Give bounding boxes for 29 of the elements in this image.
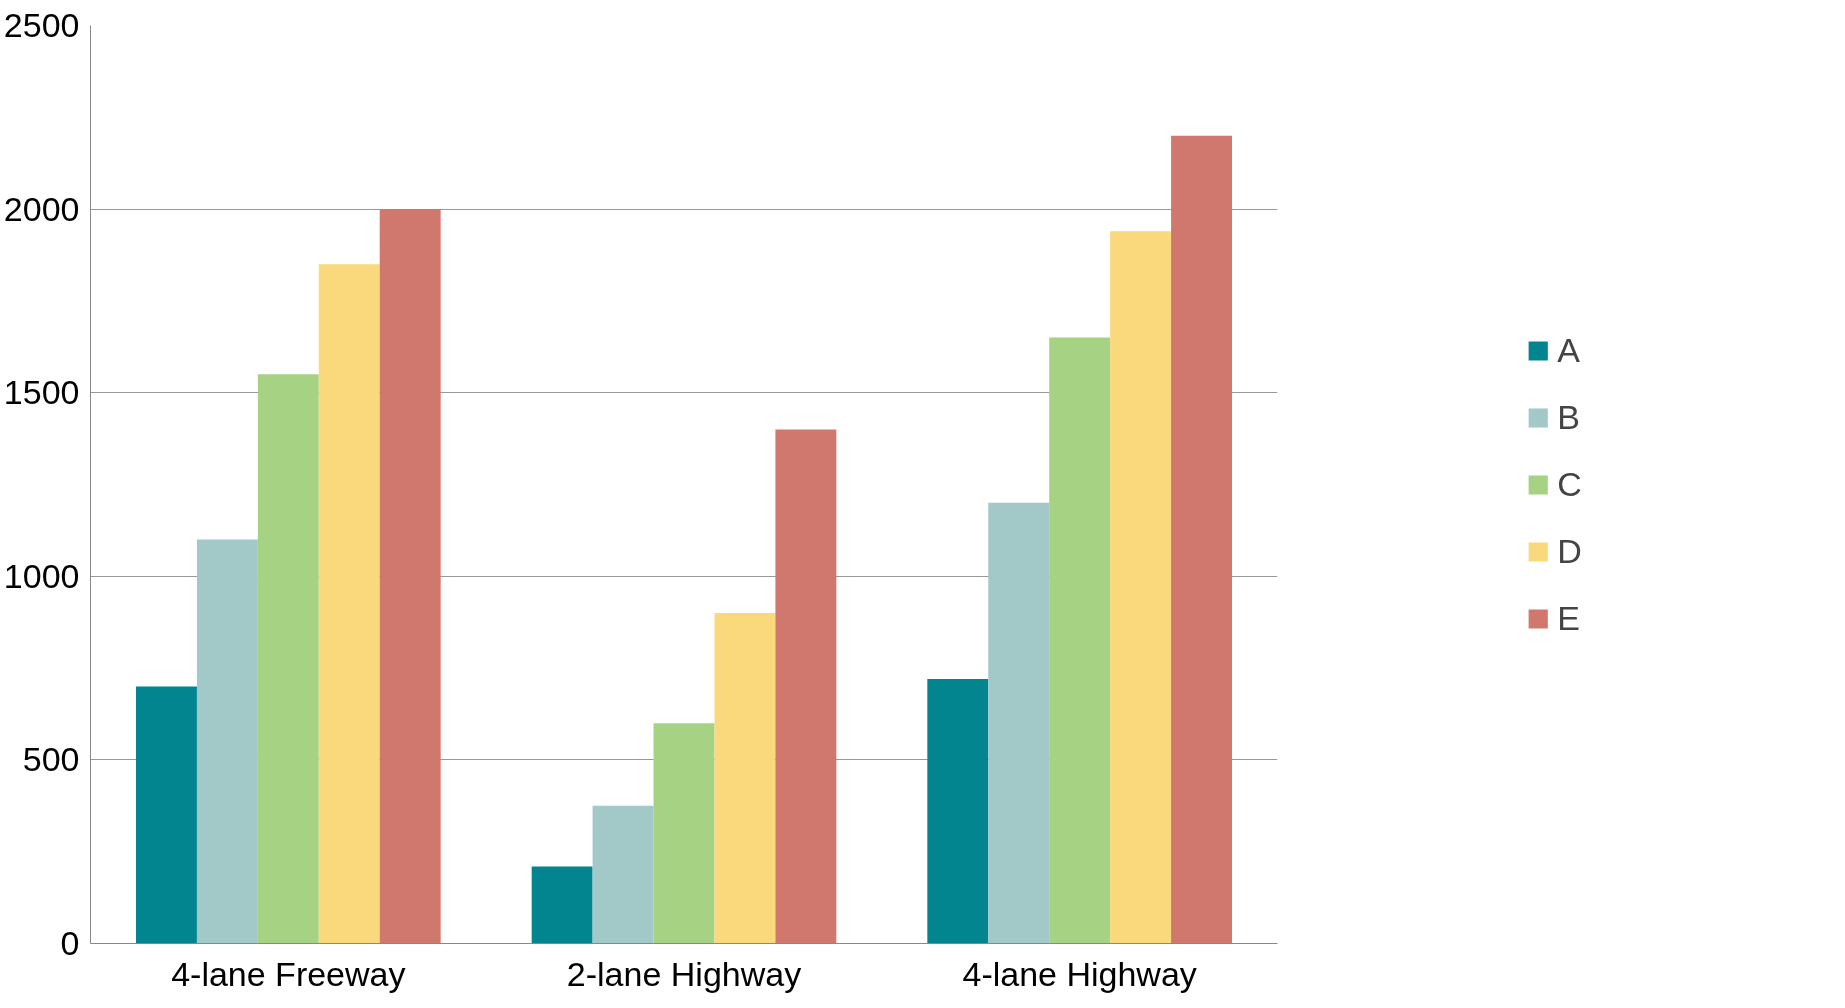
- x-tick-label: 4-lane Highway: [962, 954, 1197, 993]
- legend-label: E: [1557, 598, 1580, 638]
- bar: [775, 429, 837, 944]
- bar: [653, 723, 715, 944]
- bar: [196, 539, 258, 944]
- bar: [379, 209, 441, 944]
- x-tick-label: 4-lane Freeway: [171, 954, 406, 993]
- y-tick-label: 2000: [3, 189, 80, 228]
- bar: [531, 866, 593, 944]
- y-tick-label: 2500: [3, 6, 80, 44]
- y-tick-label: 1000: [3, 556, 80, 595]
- x-tick-label: 2-lane Highway: [566, 954, 802, 993]
- bar: [318, 264, 380, 944]
- bar: [1171, 135, 1232, 944]
- bar: [927, 679, 989, 944]
- legend-label: D: [1557, 531, 1582, 571]
- bar: [1110, 231, 1172, 944]
- bar: [1049, 337, 1111, 944]
- bar: [136, 686, 197, 944]
- bar: [988, 502, 1050, 944]
- bar: [592, 805, 654, 944]
- legend-label: A: [1557, 330, 1580, 370]
- bar: [714, 613, 776, 944]
- bar: [257, 374, 319, 944]
- y-tick-label: 1500: [3, 373, 80, 412]
- y-tick-label: 0: [60, 924, 80, 962]
- legend-label: C: [1557, 464, 1582, 504]
- y-tick-label: 500: [22, 740, 80, 779]
- legend-label: B: [1557, 397, 1580, 437]
